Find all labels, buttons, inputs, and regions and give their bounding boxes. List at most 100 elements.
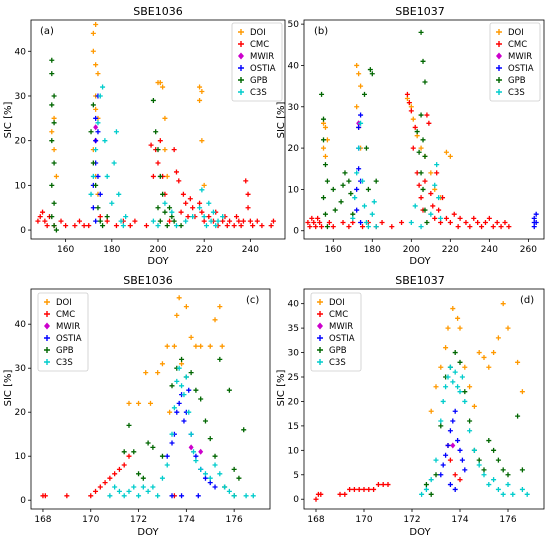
data-point: [157, 138, 163, 144]
data-point: [178, 223, 184, 229]
data-point: [176, 365, 182, 371]
data-point: [250, 223, 256, 229]
data-point: [438, 472, 444, 478]
data-point: [365, 186, 371, 192]
y-tick-label: 35: [288, 324, 299, 334]
data-point: [451, 211, 457, 217]
data-point: [76, 218, 82, 224]
data-point: [351, 486, 357, 492]
data-point: [354, 207, 360, 213]
data-point: [53, 173, 59, 179]
data-point: [363, 145, 369, 151]
series-doi: [126, 295, 225, 415]
data-point: [321, 195, 327, 201]
data-point: [462, 364, 468, 370]
data-point: [404, 91, 410, 97]
data-point: [104, 218, 110, 224]
data-point: [414, 129, 420, 135]
y-tick-label: 30: [288, 103, 300, 113]
data-point: [93, 138, 99, 144]
data-point: [90, 173, 96, 179]
data-point: [207, 436, 213, 442]
legend-label: MWIR: [508, 52, 532, 62]
data-point: [455, 384, 461, 390]
data-point: [179, 356, 185, 362]
data-point: [502, 219, 508, 225]
data-point: [58, 218, 64, 224]
data-point: [445, 374, 451, 380]
legend-marker: [496, 41, 502, 47]
data-point: [457, 447, 463, 453]
data-point: [212, 462, 218, 468]
data-point: [206, 200, 212, 206]
data-point: [247, 218, 253, 224]
data-point: [215, 218, 221, 224]
data-point: [199, 89, 205, 95]
data-point: [162, 147, 168, 153]
data-point: [321, 116, 327, 122]
data-point: [309, 215, 315, 221]
data-point: [443, 215, 449, 221]
panel-c-ylabel: SIC [%]: [3, 370, 14, 407]
data-point: [360, 224, 366, 230]
data-point: [167, 409, 173, 415]
data-point: [367, 67, 373, 73]
data-point: [486, 438, 492, 444]
data-point: [238, 223, 244, 229]
data-point: [227, 218, 233, 224]
data-point: [212, 317, 218, 323]
x-tick-label: 160: [325, 245, 342, 255]
data-point: [356, 166, 362, 172]
data-point: [419, 491, 425, 497]
data-point: [203, 223, 209, 229]
data-point: [51, 120, 57, 126]
data-point: [371, 199, 377, 205]
data-point: [432, 215, 438, 221]
data-point: [169, 440, 175, 446]
data-point: [342, 491, 348, 497]
data-point: [176, 400, 182, 406]
data-point: [433, 384, 439, 390]
data-point: [418, 224, 424, 230]
data-point: [342, 170, 348, 176]
data-point: [136, 493, 142, 499]
data-point: [37, 214, 43, 220]
legend-label: MWIR: [329, 322, 353, 332]
data-point: [145, 440, 151, 446]
legend-marker: [317, 311, 323, 317]
data-point: [159, 475, 165, 481]
panel-b-ylabel: SIC [%]: [276, 102, 287, 139]
data-point: [319, 224, 325, 230]
data-point: [467, 428, 473, 434]
data-point: [193, 458, 199, 464]
data-point: [471, 447, 477, 453]
data-point: [438, 418, 444, 424]
legend-marker: [238, 29, 244, 35]
legend-marker: [238, 89, 244, 95]
data-point: [159, 453, 165, 459]
data-point: [186, 387, 192, 393]
legend-label: DOI: [508, 28, 524, 38]
y-tick-label: 15: [288, 422, 299, 432]
data-point: [486, 215, 492, 221]
data-point: [443, 384, 449, 390]
plot-frame: [303, 19, 545, 240]
legend-label: GPB: [329, 346, 347, 356]
data-point: [97, 214, 103, 220]
data-point: [126, 488, 132, 494]
legend-marker: [44, 347, 50, 353]
data-point: [471, 403, 477, 409]
data-point: [467, 224, 473, 230]
data-point: [433, 457, 439, 463]
data-point: [97, 93, 103, 99]
legend-label: CMC: [508, 40, 527, 50]
data-point: [363, 219, 369, 225]
data-point: [171, 147, 177, 153]
data-point: [193, 453, 199, 459]
data-point: [199, 209, 205, 215]
legend-marker: [317, 322, 323, 330]
plot-frame: [303, 288, 545, 510]
series-c3s: [107, 365, 256, 499]
data-point: [313, 224, 319, 230]
y-tick-label: 30: [288, 349, 300, 359]
